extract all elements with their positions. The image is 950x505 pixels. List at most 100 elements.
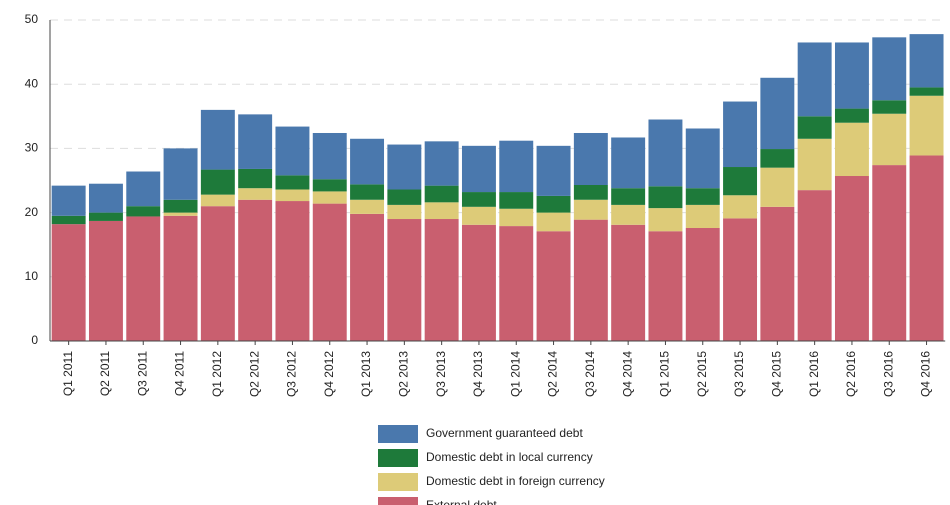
x-tick-label: Q1 2013: [359, 351, 373, 397]
bar-segment: [648, 231, 683, 341]
y-tick-label: 30: [25, 141, 39, 155]
bar-segment: [126, 171, 161, 207]
legend-label: Government guaranteed debt: [426, 426, 583, 440]
bar-segment: [51, 185, 86, 216]
bar-segment: [834, 176, 869, 341]
bar-segment: [685, 128, 720, 189]
legend-label: Domestic debt in foreign currency: [426, 474, 605, 488]
bar-segment: [573, 132, 608, 185]
bar-segment: [909, 87, 944, 96]
bar-segment: [387, 219, 422, 341]
bar-segment: [872, 100, 907, 114]
x-tick-label: Q4 2013: [471, 351, 485, 397]
y-tick-label: 10: [25, 269, 39, 283]
x-tick-label: Q3 2015: [732, 351, 746, 397]
bar-segment: [126, 206, 161, 217]
bar-segment: [275, 189, 310, 202]
bar-segment: [200, 169, 235, 195]
bar-segment: [126, 216, 161, 341]
bar-segment: [797, 190, 832, 341]
x-tick-label: Q3 2012: [285, 351, 299, 397]
bar-segment: [387, 189, 422, 205]
bar-segment: [611, 188, 646, 205]
bar-segment: [760, 167, 795, 207]
bar-segment: [200, 109, 235, 170]
legend-swatch: [378, 497, 418, 505]
bar-segment: [200, 194, 235, 207]
y-tick-label: 0: [31, 333, 38, 347]
legend-label: Domestic debt in local currency: [426, 450, 593, 464]
bar-segment: [350, 138, 385, 185]
bar-segment: [536, 231, 571, 341]
bar-segment: [499, 226, 534, 341]
y-tick-label: 50: [25, 12, 39, 26]
bar-segment: [834, 122, 869, 177]
bar-segment: [499, 192, 534, 209]
x-tick-label: Q2 2014: [546, 351, 560, 397]
bar-segment: [909, 155, 944, 341]
bar-segment: [536, 145, 571, 196]
legend-label: External debt: [426, 498, 497, 505]
bar-segment: [872, 37, 907, 101]
bar-segment: [797, 42, 832, 117]
legend-swatch: [378, 425, 418, 443]
x-tick-label: Q2 2011: [98, 351, 112, 396]
bar-segment: [163, 199, 198, 213]
bar-segment: [611, 224, 646, 341]
bar-segment: [648, 208, 683, 232]
bar-segment: [424, 219, 459, 341]
bar-segment: [685, 188, 720, 205]
x-tick-label: Q4 2014: [620, 351, 634, 397]
bar-segment: [611, 204, 646, 225]
bar-segment: [834, 42, 869, 109]
bar-segment: [163, 148, 198, 200]
bar-segment: [499, 208, 534, 227]
bar-segment: [648, 119, 683, 187]
x-tick-label: Q1 2015: [658, 351, 672, 397]
legend-swatch: [378, 473, 418, 491]
bar-segment: [88, 183, 123, 213]
x-tick-label: Q1 2014: [508, 351, 522, 397]
bar-segment: [200, 206, 235, 341]
bar-segment: [350, 199, 385, 214]
bar-segment: [760, 77, 795, 150]
bar-segment: [461, 206, 496, 225]
bar-segment: [573, 199, 608, 220]
bar-segment: [685, 204, 720, 229]
bar-segment: [760, 149, 795, 168]
bar-segment: [797, 116, 832, 139]
bar-segment: [312, 191, 347, 204]
bar-segment: [573, 219, 608, 341]
x-tick-label: Q1 2016: [807, 351, 821, 397]
bar-segment: [499, 140, 534, 193]
bar-segment: [723, 101, 758, 168]
bar-segment: [723, 167, 758, 196]
x-tick-label: Q2 2012: [247, 351, 261, 397]
bar-segment: [350, 184, 385, 200]
bar-segment: [760, 206, 795, 341]
x-tick-label: Q3 2011: [135, 351, 149, 396]
x-tick-label: Q3 2014: [583, 351, 597, 397]
x-tick-label: Q4 2015: [770, 351, 784, 397]
x-tick-label: Q1 2012: [210, 351, 224, 397]
x-tick-label: Q3 2016: [881, 351, 895, 397]
x-tick-label: Q4 2012: [322, 351, 336, 397]
bar-segment: [461, 145, 496, 193]
bar-segment: [872, 165, 907, 341]
bar-segment: [312, 132, 347, 180]
bar-segment: [424, 141, 459, 186]
x-tick-label: Q1 2011: [61, 351, 75, 396]
bar-segment: [723, 195, 758, 219]
bar-segment: [88, 220, 123, 341]
legend-swatch: [378, 449, 418, 467]
bar-segment: [312, 179, 347, 192]
y-tick-label: 20: [25, 205, 39, 219]
bar-segment: [536, 195, 571, 213]
bar-segment: [163, 212, 198, 216]
bar-segment: [51, 215, 86, 225]
bar-segment: [461, 224, 496, 341]
x-tick-label: Q2 2015: [695, 351, 709, 397]
x-tick-label: Q2 2013: [397, 351, 411, 397]
bar-segment: [573, 184, 608, 200]
